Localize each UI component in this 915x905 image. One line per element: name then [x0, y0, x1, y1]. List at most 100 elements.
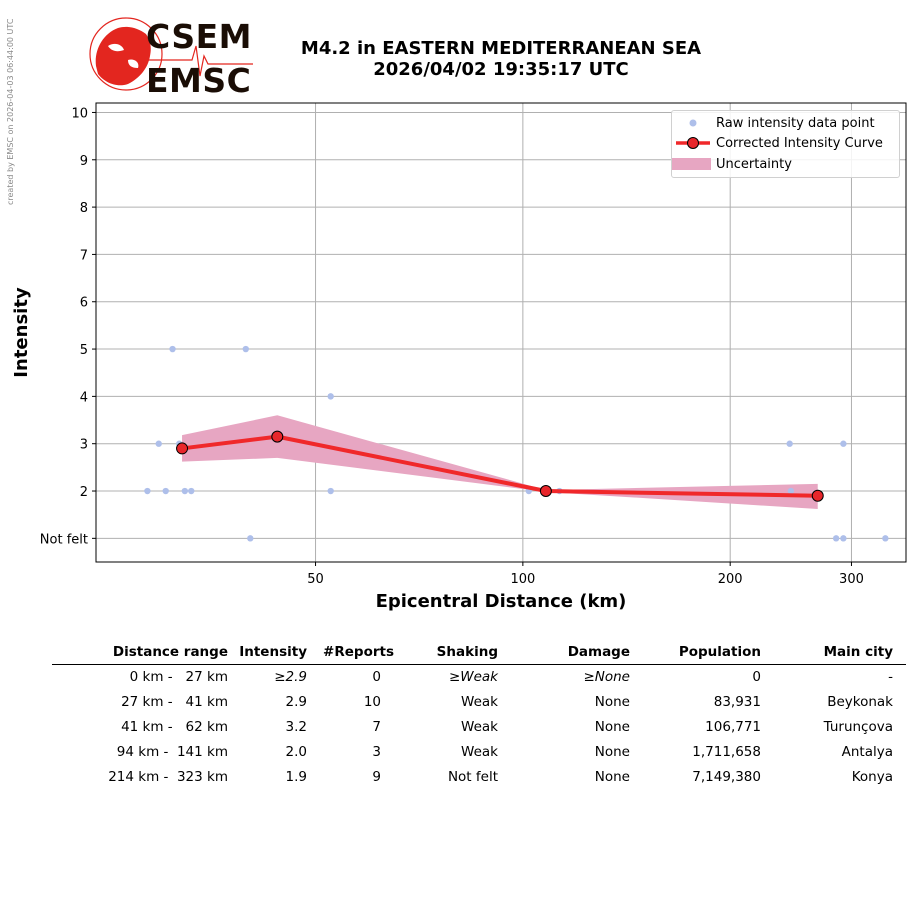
title-line-2: 2026/04/02 19:35:17 UTC — [373, 59, 629, 80]
cell-damage: None — [594, 694, 630, 710]
table-row: 214 km - 323 km 1.9 9 Not felt None 7,14… — [52, 765, 906, 790]
y-tick-label: 4 — [80, 390, 88, 405]
raw-data-point — [242, 345, 249, 353]
table-row: 0 km - 27 km ≥2.9 0 ≥Weak ≥None 0 - — [52, 665, 906, 690]
cell-shaking: Not felt — [447, 769, 498, 785]
raw-data-point — [840, 440, 847, 447]
header-distance-range: Distance range — [112, 644, 228, 660]
table-header: Distance range Intensity #Reports Shakin… — [52, 640, 906, 665]
uncertainty-swatch-icon — [672, 158, 711, 170]
x-tick-label: 50 — [307, 572, 324, 587]
cell-shaking: Weak — [461, 694, 498, 710]
cell-distance: 27 km - 41 km — [121, 694, 228, 710]
y-tick-label: Not felt — [40, 532, 88, 547]
y-tick-label: 3 — [80, 438, 88, 453]
raw-data-point — [786, 440, 793, 447]
x-axis-title: Epicentral Distance (km) — [376, 591, 627, 612]
raw-data-point — [787, 487, 795, 495]
emsc-logo: CSEM EMSC — [88, 16, 258, 100]
cell-distance: 214 km - 323 km — [108, 769, 228, 785]
table-row: 41 km - 62 km 3.2 7 Weak None 106,771 Tu… — [52, 715, 906, 740]
cell-population: 1,711,658 — [692, 744, 761, 760]
table-row: 94 km - 141 km 2.0 3 Weak None 1,711,658… — [52, 740, 906, 765]
cell-shaking: ≥Weak — [448, 669, 498, 685]
cell-main-city: - — [888, 669, 893, 685]
cell-reports: 0 — [372, 669, 381, 685]
globe-logo-icon — [89, 17, 253, 91]
cell-damage: ≥None — [583, 669, 630, 685]
curve-point — [811, 489, 824, 502]
raw-data-point — [144, 487, 151, 495]
raw-data-point — [840, 535, 847, 542]
raw-point-marker-icon — [689, 119, 697, 127]
raw-data-point — [832, 535, 840, 542]
header-shaking: Shaking — [436, 644, 498, 660]
cell-reports: 9 — [372, 769, 381, 785]
chart-legend: Raw intensity data point Corrected Inten… — [671, 110, 900, 178]
cell-reports: 3 — [372, 744, 381, 760]
cell-reports: 10 — [363, 694, 381, 710]
raw-data-point — [181, 487, 189, 495]
cell-damage: None — [594, 719, 630, 735]
logo-text-csem: CSEM — [146, 17, 252, 56]
curve-point — [271, 430, 284, 443]
plot-frame — [95, 102, 907, 563]
cell-main-city: Turunçova — [823, 719, 893, 735]
cell-main-city: Beykonak — [827, 694, 893, 710]
raw-data-point — [247, 535, 254, 542]
cell-distance: 94 km - 141 km — [116, 744, 228, 760]
raw-data-point — [169, 345, 176, 353]
raw-data-point — [327, 393, 334, 400]
cell-population: 106,771 — [705, 719, 761, 735]
y-tick-label: 2 — [80, 485, 88, 500]
chart-title: M4.2 in EASTERN MEDITERRANEAN SEA 2026/0… — [240, 38, 762, 80]
raw-data-point — [882, 535, 889, 542]
header-main-city: Main city — [823, 644, 893, 660]
raw-data-point — [162, 487, 169, 495]
raw-data-point — [327, 487, 334, 495]
corrected-curve-line — [181, 434, 818, 498]
legend-label-uncertainty: Uncertainty — [716, 156, 792, 172]
header-damage: Damage — [567, 644, 630, 660]
cell-shaking: Weak — [461, 719, 498, 735]
cell-shaking: Weak — [461, 744, 498, 760]
cell-intensity: 1.9 — [285, 769, 307, 785]
cell-main-city: Antalya — [841, 744, 893, 760]
cell-main-city: Konya — [851, 769, 893, 785]
cell-damage: None — [594, 744, 630, 760]
header-reports: #Reports — [323, 644, 394, 660]
y-tick-label: 7 — [80, 248, 88, 263]
curve-point — [176, 442, 189, 455]
header-population: Population — [678, 644, 761, 660]
raw-data-point — [188, 487, 195, 495]
cell-reports: 7 — [372, 719, 381, 735]
y-tick-label: 5 — [80, 343, 88, 358]
cell-population: 7,149,380 — [692, 769, 761, 785]
header-intensity: Intensity — [239, 644, 307, 660]
x-tick-label: 100 — [510, 572, 535, 587]
y-tick-label: 8 — [80, 201, 88, 216]
intensity-chart: Not felt 2 3 4 5 6 7 8 9 10 50 100 200 300 Epicentral … — [11, 102, 907, 612]
legend-label-curve: Corrected Intensity Curve — [716, 135, 883, 151]
intensity-table: Distance range Intensity #Reports Shakin… — [52, 640, 906, 790]
cell-intensity: ≥2.9 — [274, 669, 307, 685]
cell-population: 0 — [752, 669, 761, 685]
cell-intensity: 2.9 — [285, 694, 307, 710]
curve-marker-icon — [676, 137, 710, 149]
legend-label-raw: Raw intensity data point — [716, 115, 875, 131]
title-line-1: M4.2 in EASTERN MEDITERRANEAN SEA — [300, 38, 702, 59]
y-tick-label: 9 — [80, 154, 88, 169]
y-tick-label: 10 — [71, 106, 88, 121]
x-tick-label: 200 — [718, 572, 743, 587]
x-tick-label: 300 — [839, 572, 864, 587]
curve-point — [539, 485, 552, 498]
y-tick-label: 6 — [80, 296, 88, 311]
raw-data-point — [155, 440, 162, 447]
cell-damage: None — [594, 769, 630, 785]
cell-intensity: 2.0 — [285, 744, 307, 760]
uncertainty-band — [182, 415, 818, 510]
y-axis-title: Intensity — [11, 287, 32, 378]
cell-intensity: 3.2 — [285, 719, 307, 735]
table-row: 27 km - 41 km 2.9 10 Weak None 83,931 Be… — [52, 690, 906, 715]
cell-distance: 0 km - 27 km — [129, 669, 228, 685]
